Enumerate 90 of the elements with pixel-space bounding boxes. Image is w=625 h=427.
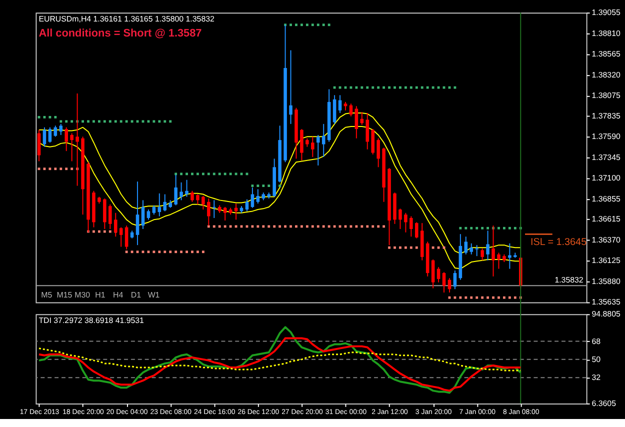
annotation: H4 (112, 290, 124, 300)
candlestick (174, 174, 178, 206)
candlestick (103, 198, 106, 230)
candlestick (37, 129, 41, 162)
candlestick (136, 181, 140, 246)
annotation: H1 (95, 290, 106, 300)
candlestick (196, 194, 200, 205)
line-series (38, 337, 522, 392)
candlestick (289, 50, 292, 124)
candlestick (250, 186, 254, 208)
candlestick (223, 206, 227, 222)
candlestick (42, 126, 46, 148)
y-tick-label: 1.35635 (592, 298, 621, 307)
y-tick-label: 6.3605 (592, 398, 617, 408)
candlestick (366, 112, 370, 150)
candlestick (54, 125, 58, 138)
candlestick (300, 128, 304, 161)
y-tick-label: 1.37100 (592, 174, 621, 183)
candlestick (190, 190, 194, 202)
candlestick (404, 212, 408, 233)
y-tick-label: 1.36125 (592, 256, 621, 266)
candlestick (311, 136, 314, 158)
annotation: M5 (41, 290, 53, 300)
y-tick-label: 1.38320 (592, 70, 621, 80)
candlestick (108, 204, 112, 230)
annotation: M30 (74, 290, 91, 300)
candlestick (480, 248, 484, 261)
y-tick-label: 1.35880 (592, 276, 621, 286)
y-tick-label: 1.36370 (592, 235, 621, 244)
chart-title: EURUSDm,H4 1.36161 1.36165 1.35800 1.35832 (38, 14, 214, 24)
y-tick-label: 1.38075 (592, 91, 621, 100)
candlestick (146, 209, 150, 220)
candlestick (338, 94, 342, 114)
candlestick (410, 216, 413, 238)
candlestick (141, 200, 145, 230)
y-tick-label: 1.37345 (592, 152, 621, 162)
y-tick-label: 94.8805 (592, 310, 621, 319)
y-tick-label: 1.38565 (592, 50, 621, 59)
candlestick (163, 194, 167, 212)
candlestick (376, 138, 380, 168)
candlestick (508, 242, 512, 270)
candlestick (70, 132, 74, 162)
y-tick-label: 1.39055 (592, 8, 621, 18)
candlestick (442, 272, 446, 294)
candlestick (322, 123, 326, 158)
line-series (38, 326, 522, 394)
candlestick (119, 226, 123, 248)
y-tick-label: 1.38810 (592, 28, 621, 38)
ref-line-label: 1.35832 (554, 276, 584, 285)
candlestick (436, 266, 440, 283)
chart-title: TDI 37.2972 38.6918 41.9531 (38, 316, 145, 326)
candlestick (180, 182, 183, 201)
candlestick (316, 134, 320, 166)
candlestick (158, 192, 162, 217)
candlestick (185, 179, 188, 198)
candlestick (497, 252, 500, 270)
y-tick-label: 68 (592, 336, 602, 346)
y-tick-label: 50 (592, 354, 602, 364)
candlestick (212, 200, 216, 218)
candlestick (415, 222, 418, 239)
annotation: All conditions = Short @ 1.3587 (38, 27, 202, 40)
candlestick (453, 270, 457, 290)
candlestick (64, 126, 68, 152)
text: ISL = 1.3645 (530, 237, 588, 248)
candlestick (486, 230, 490, 261)
annotation: W1 (148, 290, 160, 300)
y-tick-label: 32 (592, 373, 601, 382)
candlestick (431, 258, 435, 289)
annotation: D1 (130, 290, 142, 300)
y-tick-label: 1.37835 (592, 111, 621, 120)
candlestick (354, 106, 358, 139)
candlestick (464, 236, 468, 255)
candlestick (470, 242, 474, 255)
candlestick (475, 244, 478, 257)
line-series (38, 348, 522, 372)
candlestick (371, 128, 374, 155)
candlestick (124, 225, 128, 250)
candlestick (398, 208, 402, 230)
candlestick (207, 198, 210, 226)
y-tick-label: 1.36615 (592, 214, 621, 224)
candlestick (332, 94, 336, 124)
candlestick (59, 123, 63, 136)
y-tick-label: 1.37590 (592, 132, 621, 142)
candlestick (152, 204, 156, 216)
candlestick (256, 188, 260, 204)
candlestick (48, 126, 52, 144)
y-tick-label: 1.36855 (592, 194, 621, 204)
candlestick (245, 198, 249, 212)
annotation: M15 (56, 290, 73, 300)
candlestick (202, 195, 205, 210)
